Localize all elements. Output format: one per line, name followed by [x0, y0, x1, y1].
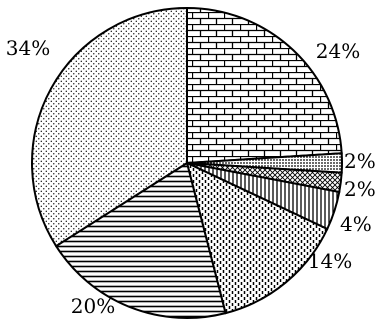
- pie-slice-1: [186, 6, 343, 165]
- slice-label-2: 2%: [344, 149, 376, 173]
- slice-label-6: 20%: [71, 294, 115, 318]
- slice-label-7: 34%: [6, 36, 50, 60]
- pie-labels: 24% 2% 2% 4% 14% 20% 34%: [6, 36, 376, 318]
- pie-slice-6: [54, 161, 227, 319]
- slice-label-4: 4%: [340, 212, 372, 236]
- pie-slice-5: [185, 161, 329, 315]
- pie-slices: [31, 6, 343, 319]
- pie-slice-7: [31, 6, 188, 248]
- slice-label-1: 24%: [316, 39, 360, 63]
- slice-label-5: 14%: [308, 249, 352, 273]
- slice-label-3: 2%: [344, 177, 376, 201]
